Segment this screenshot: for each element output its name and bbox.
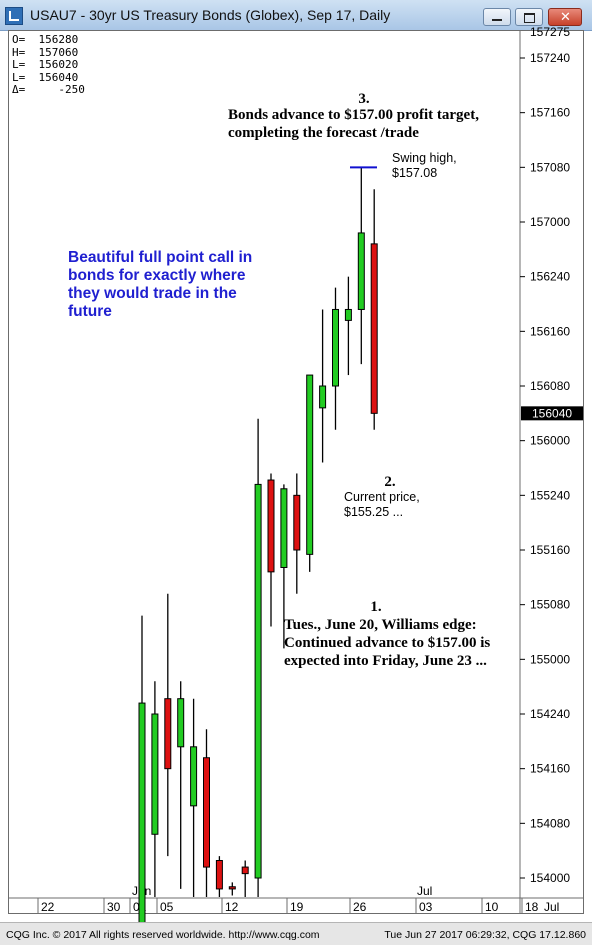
x-day-label: 30 (107, 900, 121, 914)
y-tick-label: 157000 (530, 215, 570, 229)
y-tick-label: 156240 (530, 270, 570, 284)
y-tick-label-partial: 157275 (530, 25, 570, 39)
annotation-2-text: Current price, $155.25 ... (344, 490, 464, 520)
y-tick-label: 157080 (530, 160, 570, 174)
x-day-label: 03 (419, 900, 433, 914)
close-button[interactable] (548, 8, 582, 26)
y-tick-label: 156000 (530, 434, 570, 448)
y-tick-label: 156080 (530, 379, 570, 393)
candle-down (293, 494, 301, 551)
candle-up (344, 308, 352, 321)
candle-down (164, 698, 172, 770)
ohlc-box: O= 156280 H= 157060 L= 156020 L= 156040 Δ= -… (12, 33, 85, 97)
annotation-1-text: Tues., June 20, Williams edge: Continued… (284, 617, 491, 669)
candle-down (215, 860, 223, 890)
y-tick-label: 157160 (530, 106, 570, 120)
candle-down (241, 866, 249, 875)
candle-down (228, 886, 236, 890)
annotation-3-number: 3. (358, 91, 370, 107)
candle-up (332, 308, 339, 387)
ohlc-change: Δ= -250 (12, 83, 85, 96)
candle-down (267, 479, 275, 573)
last-price-tag-bg (521, 406, 583, 421)
chart-frame (8, 30, 584, 914)
maximize-button[interactable] (515, 8, 543, 26)
candle-up (177, 698, 185, 748)
annotation-1-number: 1. (370, 599, 382, 615)
swing-high-label: Swing high, (392, 151, 457, 165)
swing-high-price: $157.08 (392, 166, 438, 180)
candle-up (254, 483, 262, 879)
x-day-label: 18 (525, 900, 539, 914)
last-price-tag-label: 156040 (532, 406, 572, 420)
price-chart[interactable]: 157240 157160 157080 157000 156240 156160 1560… (0, 0, 592, 922)
x-day-label: 22 (41, 900, 55, 914)
ohlc-high: H= 157060 (12, 45, 79, 59)
x-day-label: 05 (160, 900, 174, 914)
y-tick-label: 154000 (530, 871, 570, 885)
candle-up (151, 713, 159, 835)
y-tick-label: 155240 (530, 488, 570, 502)
x-day-label: 12 (225, 900, 239, 914)
ohlc-last: L= 156040 (12, 70, 79, 84)
candle-up (280, 488, 288, 568)
y-tick-label: 154160 (530, 762, 570, 776)
annotation-2-number: 2. (384, 474, 396, 490)
chart-app-icon (5, 7, 23, 25)
current-price-label: Current price, (344, 490, 420, 504)
candle-up (319, 385, 327, 409)
y-tick-label: 154080 (530, 816, 570, 830)
ohlc-open: O= 156280 (12, 33, 79, 46)
y-tick-label: 155000 (530, 652, 570, 666)
status-bar: CQG Inc. © 2017 All rights reserved worl… (0, 922, 592, 945)
y-tick-label: 155080 (530, 598, 570, 612)
candle-down (370, 243, 378, 414)
window-titlebar: USAU7 - 30yr US Treasury Bonds (Globex),… (0, 0, 592, 31)
candle-up (138, 702, 146, 922)
ohlc-low: L= 156020 (12, 58, 79, 71)
swing-high-note: Swing high, $157.08 (392, 151, 482, 181)
y-tick-label: 156160 (530, 324, 570, 338)
y-tick-label: 157240 (530, 51, 570, 65)
minimize-button[interactable] (483, 8, 511, 26)
window-title: USAU7 - 30yr US Treasury Bonds (Globex),… (30, 7, 391, 23)
x-month-inline-label: Jul (544, 900, 559, 914)
y-tick-label: 155160 (530, 543, 570, 557)
candle-up (306, 374, 314, 555)
x-day-label: 26 (353, 900, 367, 914)
x-month-label-jul: Jul (417, 884, 432, 898)
annotation-3-text: Bonds advance to $157.00 profit target, … (228, 107, 479, 141)
copyright-text: CQG Inc. © 2017 All rights reserved worl… (6, 929, 320, 941)
x-day-label: 10 (485, 900, 499, 914)
candle-up (357, 232, 365, 310)
timestamp-text: Tue Jun 27 2017 06:29:32, CQG 17.12.860 (384, 929, 586, 941)
annotation-blue-text: Beautiful full point call in bonds for e… (68, 249, 253, 320)
current-price-value: $155.25 ... (344, 505, 404, 519)
candle-up (190, 746, 198, 807)
y-tick-label: 154240 (530, 707, 570, 721)
candle-down (203, 757, 210, 868)
x-day-label: 19 (290, 900, 304, 914)
